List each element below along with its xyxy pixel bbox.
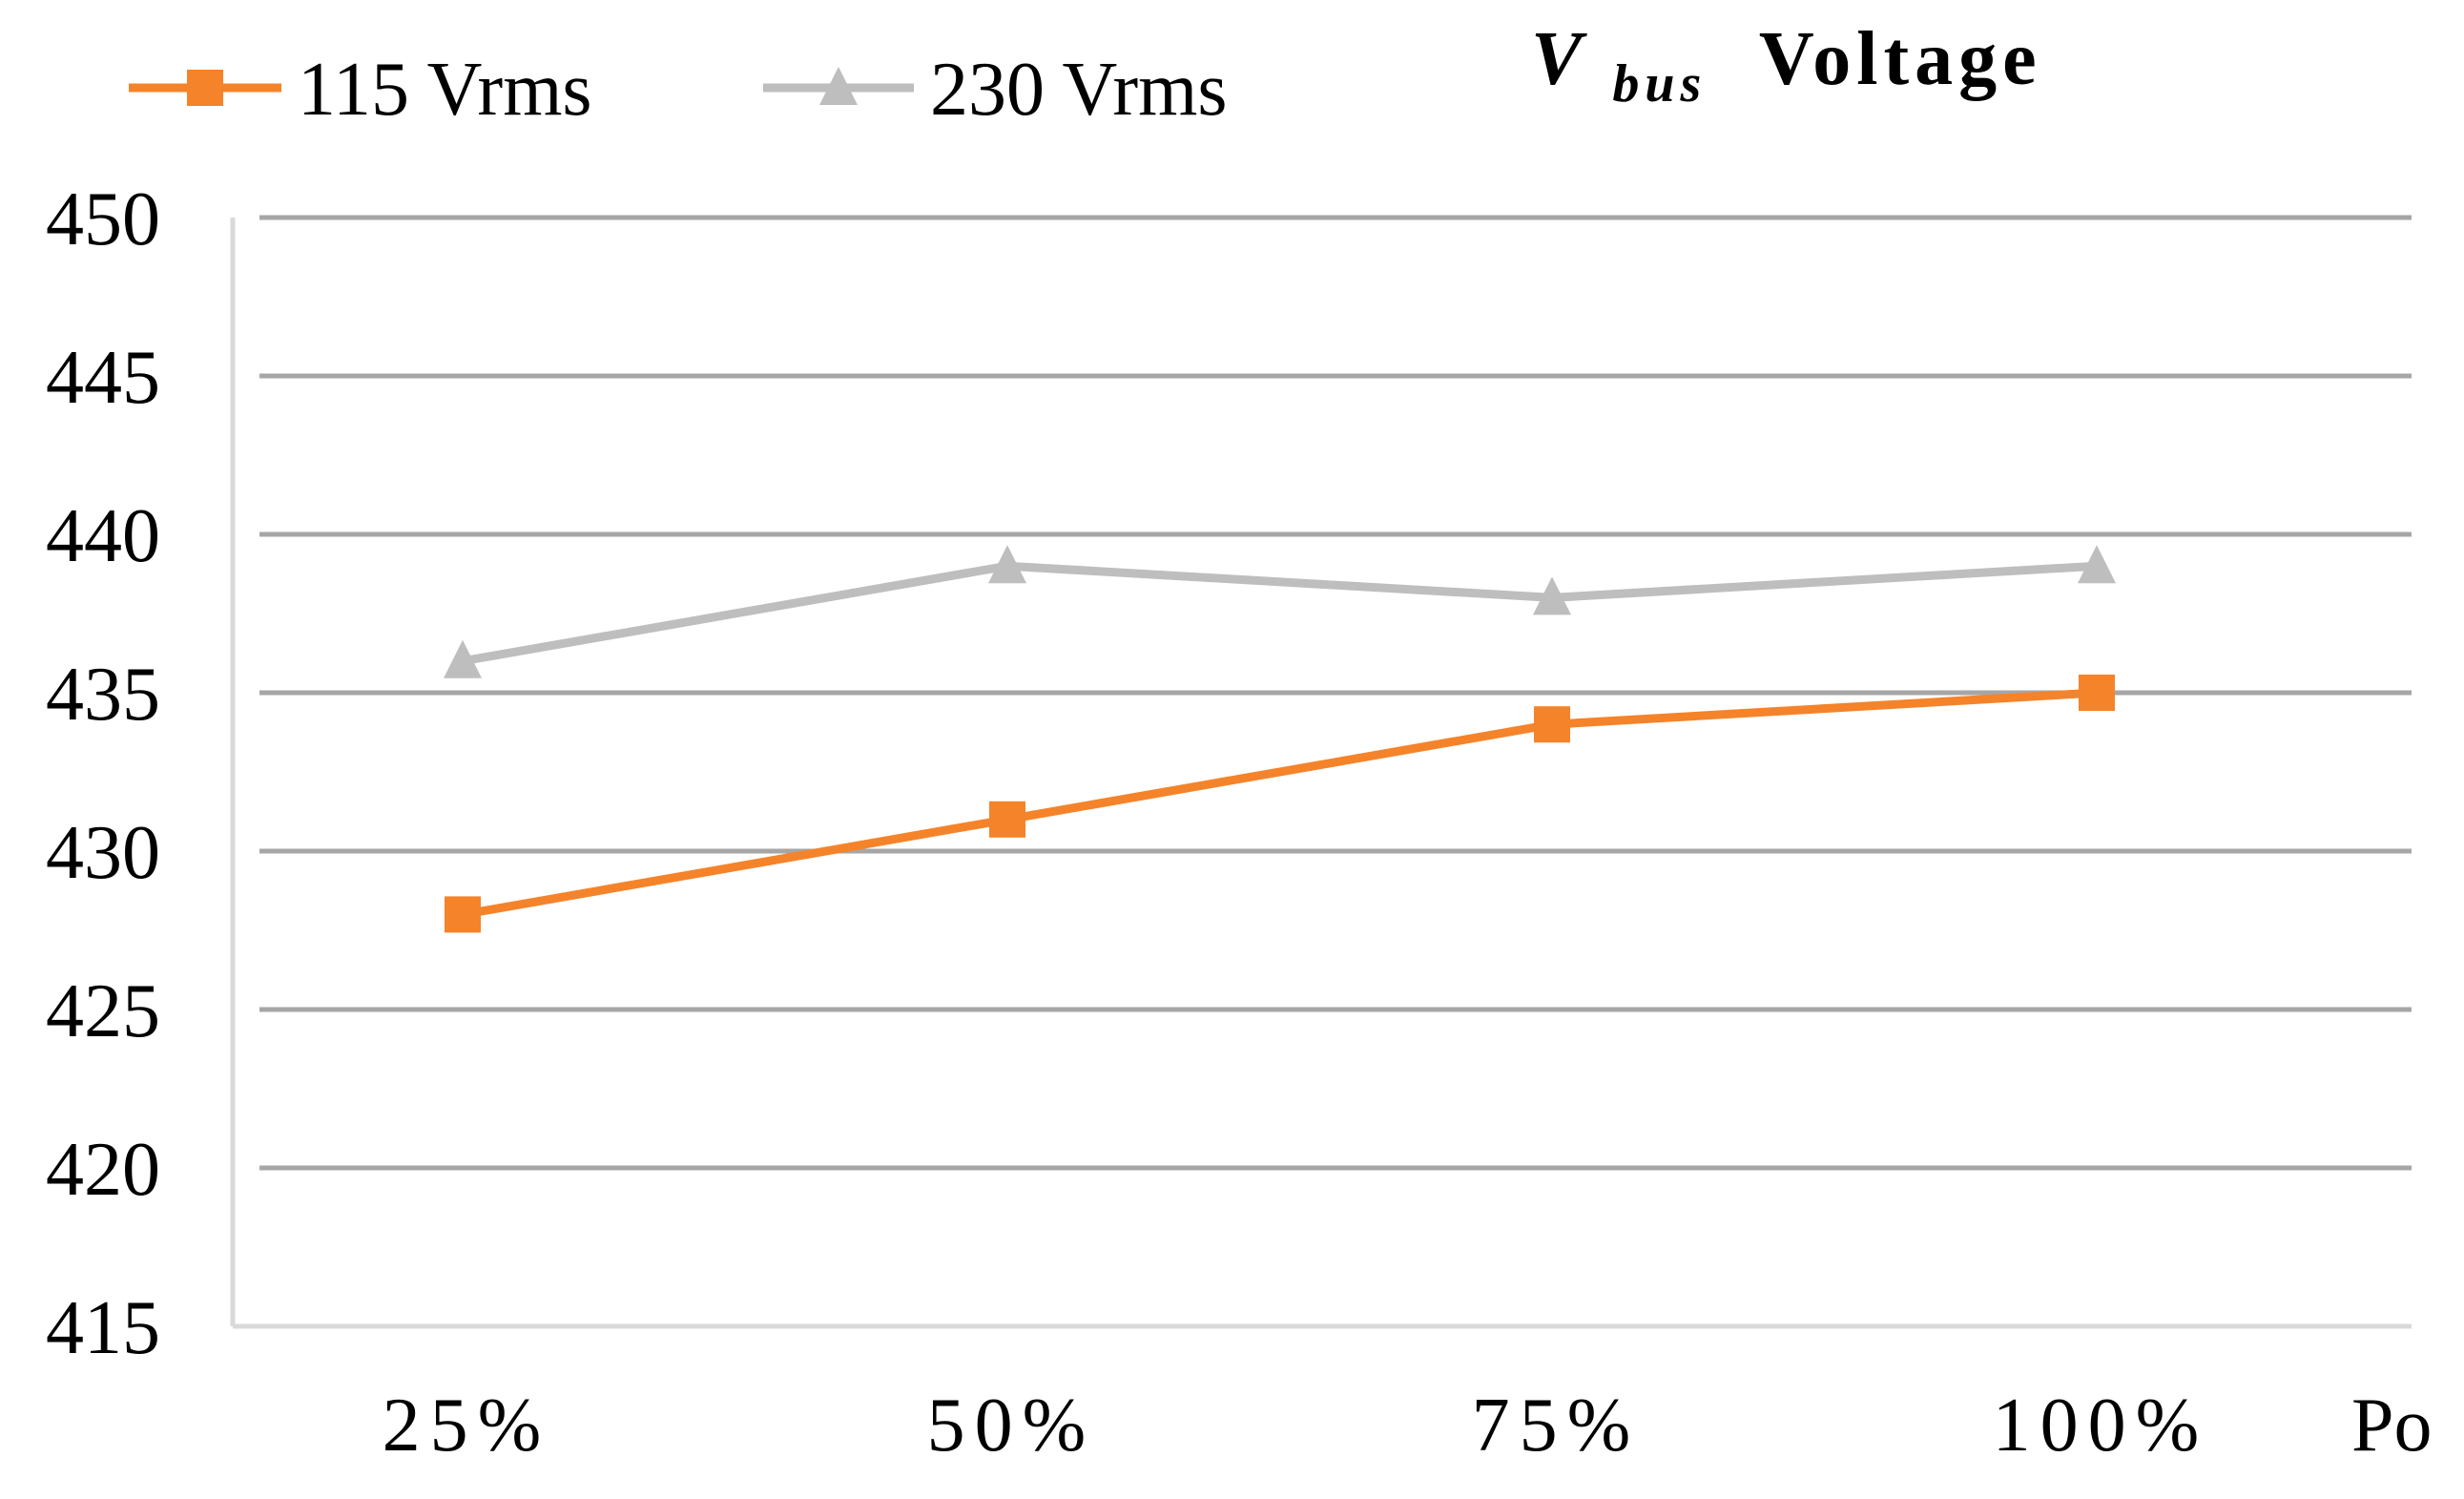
x-tick-label-1: 50% <box>927 1384 1096 1468</box>
data-point-0-1 <box>989 801 1025 838</box>
chart-title-rest: Voltage <box>1759 17 2042 101</box>
y-tick-label-445: 445 <box>46 336 160 420</box>
y-tick-label-440: 440 <box>46 494 160 578</box>
y-tick-label-430: 430 <box>46 811 160 895</box>
y-tick-label-420: 420 <box>46 1128 160 1212</box>
x-axis-label: Po <box>2351 1384 2433 1468</box>
y-tick-label-435: 435 <box>46 653 160 737</box>
y-tick-label-450: 450 <box>46 177 160 261</box>
chart-title-subscript: bus <box>1612 54 1707 114</box>
y-tick-label-425: 425 <box>46 969 160 1053</box>
chart-title-main: V <box>1531 17 1587 101</box>
data-point-1-0 <box>444 639 482 678</box>
x-tick-label-2: 75% <box>1472 1384 1641 1468</box>
series-line-0 <box>462 688 2098 919</box>
x-tick-label-0: 25% <box>383 1384 551 1468</box>
legend-swatch-marker-0 <box>187 70 223 106</box>
series-lines <box>444 545 2116 933</box>
y-tick-labels: 415 420 425 430 435 440 445 450 <box>46 177 160 1370</box>
legend-item-0: 115 Vrms <box>129 48 592 132</box>
axes <box>230 218 2412 1329</box>
gridlines <box>259 215 2412 1171</box>
data-point-0-3 <box>2079 675 2115 711</box>
y-tick-label-415: 415 <box>46 1286 160 1370</box>
data-point-1-1 <box>988 545 1026 584</box>
legend: 115 Vrms 230 Vrms <box>129 48 1228 132</box>
series-0 <box>445 675 2115 933</box>
x-tick-label-3: 100% <box>1993 1384 2209 1468</box>
legend-item-1: 230 Vrms <box>763 48 1228 132</box>
legend-label-0: 115 Vrms <box>298 48 592 132</box>
legend-swatch-marker-1 <box>819 67 858 105</box>
data-point-1-2 <box>1533 576 1571 615</box>
x-tick-labels: 25% 50% 75% 100% <box>383 1384 2209 1468</box>
data-point-1-3 <box>2078 545 2116 584</box>
series-1 <box>444 545 2116 678</box>
data-point-0-2 <box>1534 706 1570 743</box>
series-line-1 <box>462 561 2098 666</box>
chart-title: V bus Voltage <box>1531 17 2042 118</box>
legend-label-1: 230 Vrms <box>930 48 1228 132</box>
data-point-0-0 <box>445 896 481 933</box>
